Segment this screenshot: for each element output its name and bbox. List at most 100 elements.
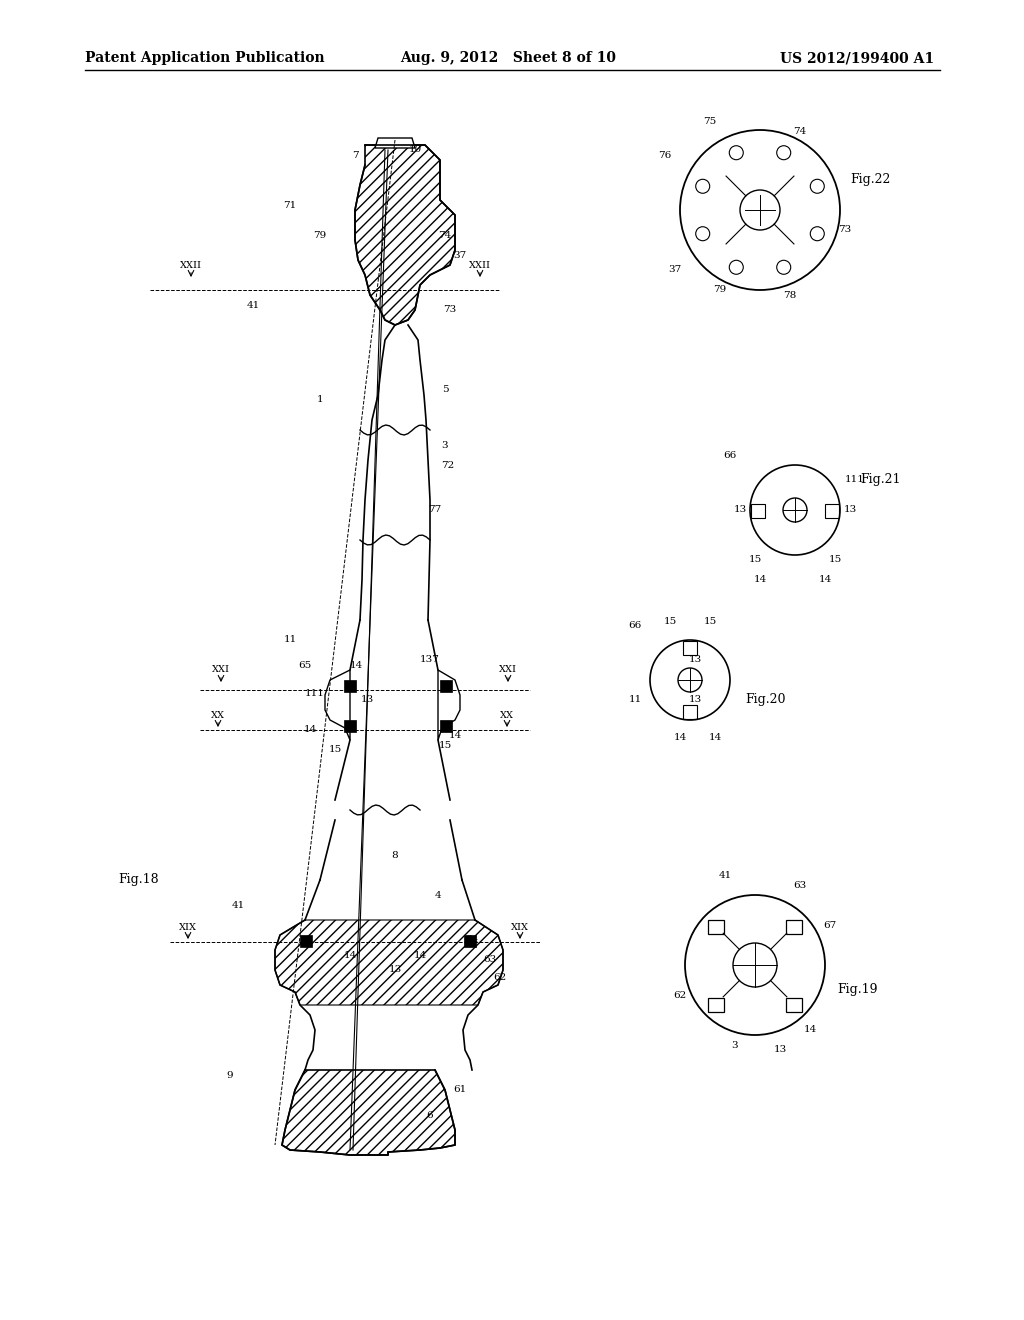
Polygon shape [282, 1071, 455, 1155]
Text: Fig.20: Fig.20 [745, 693, 785, 706]
Text: 77: 77 [428, 506, 441, 515]
Text: 66: 66 [629, 620, 642, 630]
Polygon shape [464, 935, 476, 946]
Text: 5: 5 [441, 385, 449, 395]
Text: 111: 111 [845, 475, 865, 484]
Text: 71: 71 [284, 201, 297, 210]
Polygon shape [300, 935, 312, 946]
Polygon shape [355, 145, 455, 325]
Bar [709, 920, 724, 935]
Text: 65: 65 [298, 660, 311, 669]
Text: 79: 79 [313, 231, 327, 239]
Polygon shape [375, 139, 415, 148]
Text: 14: 14 [674, 734, 687, 742]
Bar [751, 504, 765, 517]
Text: 14: 14 [818, 576, 831, 585]
Text: 13: 13 [388, 965, 401, 974]
Polygon shape [275, 920, 503, 1005]
Text: 74: 74 [794, 128, 807, 136]
Text: 13: 13 [773, 1045, 786, 1055]
Text: 37: 37 [454, 251, 467, 260]
Text: 61: 61 [454, 1085, 467, 1094]
Text: Aug. 9, 2012   Sheet 8 of 10: Aug. 9, 2012 Sheet 8 of 10 [400, 51, 616, 65]
Text: 6: 6 [427, 1110, 433, 1119]
Text: 62: 62 [674, 990, 687, 999]
Text: 3: 3 [441, 441, 449, 450]
Text: 14: 14 [303, 726, 316, 734]
Polygon shape [344, 680, 356, 692]
Text: 14: 14 [414, 950, 427, 960]
Text: 41: 41 [719, 870, 731, 879]
Text: 8: 8 [392, 850, 398, 859]
Text: 78: 78 [783, 290, 797, 300]
Text: 79: 79 [714, 285, 727, 294]
Text: XXI: XXI [212, 665, 230, 675]
Text: 13: 13 [688, 696, 701, 705]
Text: 14: 14 [709, 734, 722, 742]
Text: 76: 76 [658, 150, 672, 160]
Polygon shape [438, 671, 460, 741]
Text: 7: 7 [351, 150, 358, 160]
Text: 14: 14 [804, 1026, 816, 1035]
Text: 66: 66 [723, 450, 736, 459]
Text: Fig.22: Fig.22 [850, 173, 891, 186]
Text: XX: XX [211, 710, 225, 719]
Text: 75: 75 [703, 117, 717, 127]
Text: 9: 9 [226, 1071, 233, 1080]
Text: 10: 10 [409, 145, 422, 154]
Bar [825, 504, 839, 517]
Polygon shape [325, 671, 350, 741]
Text: XXI: XXI [499, 665, 517, 675]
Text: XIX: XIX [511, 924, 529, 932]
Text: 1: 1 [316, 396, 324, 404]
Text: 11: 11 [629, 696, 642, 705]
Text: 67: 67 [823, 920, 837, 929]
Text: 137: 137 [420, 656, 440, 664]
Text: 62: 62 [494, 974, 507, 982]
Bar [683, 642, 697, 655]
Text: 15: 15 [438, 741, 452, 750]
Bar [709, 998, 724, 1012]
Text: 13: 13 [844, 506, 857, 515]
Polygon shape [344, 719, 356, 733]
Text: XX: XX [500, 710, 514, 719]
Bar [785, 998, 802, 1012]
Text: Fig.21: Fig.21 [860, 474, 900, 487]
Text: 73: 73 [839, 226, 852, 235]
Text: 15: 15 [664, 618, 677, 627]
Text: 74: 74 [438, 231, 452, 239]
Polygon shape [440, 719, 452, 733]
Text: 64: 64 [465, 936, 478, 945]
Text: Patent Application Publication: Patent Application Publication [85, 51, 325, 65]
Text: Fig.18: Fig.18 [118, 874, 159, 887]
Text: 15: 15 [329, 746, 342, 755]
Text: 14: 14 [449, 731, 462, 741]
Text: 111: 111 [305, 689, 325, 697]
Text: 15: 15 [703, 618, 717, 627]
Text: 4: 4 [434, 891, 441, 899]
Text: 14: 14 [343, 950, 356, 960]
Text: 63: 63 [483, 956, 497, 965]
Text: 13: 13 [733, 506, 746, 515]
Text: 41: 41 [247, 301, 260, 309]
Text: Fig.19: Fig.19 [837, 983, 878, 997]
Text: 63: 63 [794, 880, 807, 890]
Bar [683, 705, 697, 719]
Text: 14: 14 [349, 660, 362, 669]
Text: 11: 11 [284, 635, 297, 644]
Text: 14: 14 [754, 576, 767, 585]
Text: 41: 41 [231, 900, 245, 909]
Text: XXII: XXII [469, 260, 490, 269]
Text: 37: 37 [669, 265, 682, 275]
Text: XXII: XXII [180, 260, 202, 269]
Text: 72: 72 [441, 461, 455, 470]
Bar [785, 920, 802, 935]
Text: XIX: XIX [179, 924, 197, 932]
Text: 13: 13 [360, 696, 374, 705]
Text: 15: 15 [749, 556, 762, 565]
Text: 73: 73 [443, 305, 457, 314]
Text: 13: 13 [688, 656, 701, 664]
Text: 15: 15 [828, 556, 842, 565]
Text: 3: 3 [732, 1040, 738, 1049]
Text: US 2012/199400 A1: US 2012/199400 A1 [780, 51, 934, 65]
